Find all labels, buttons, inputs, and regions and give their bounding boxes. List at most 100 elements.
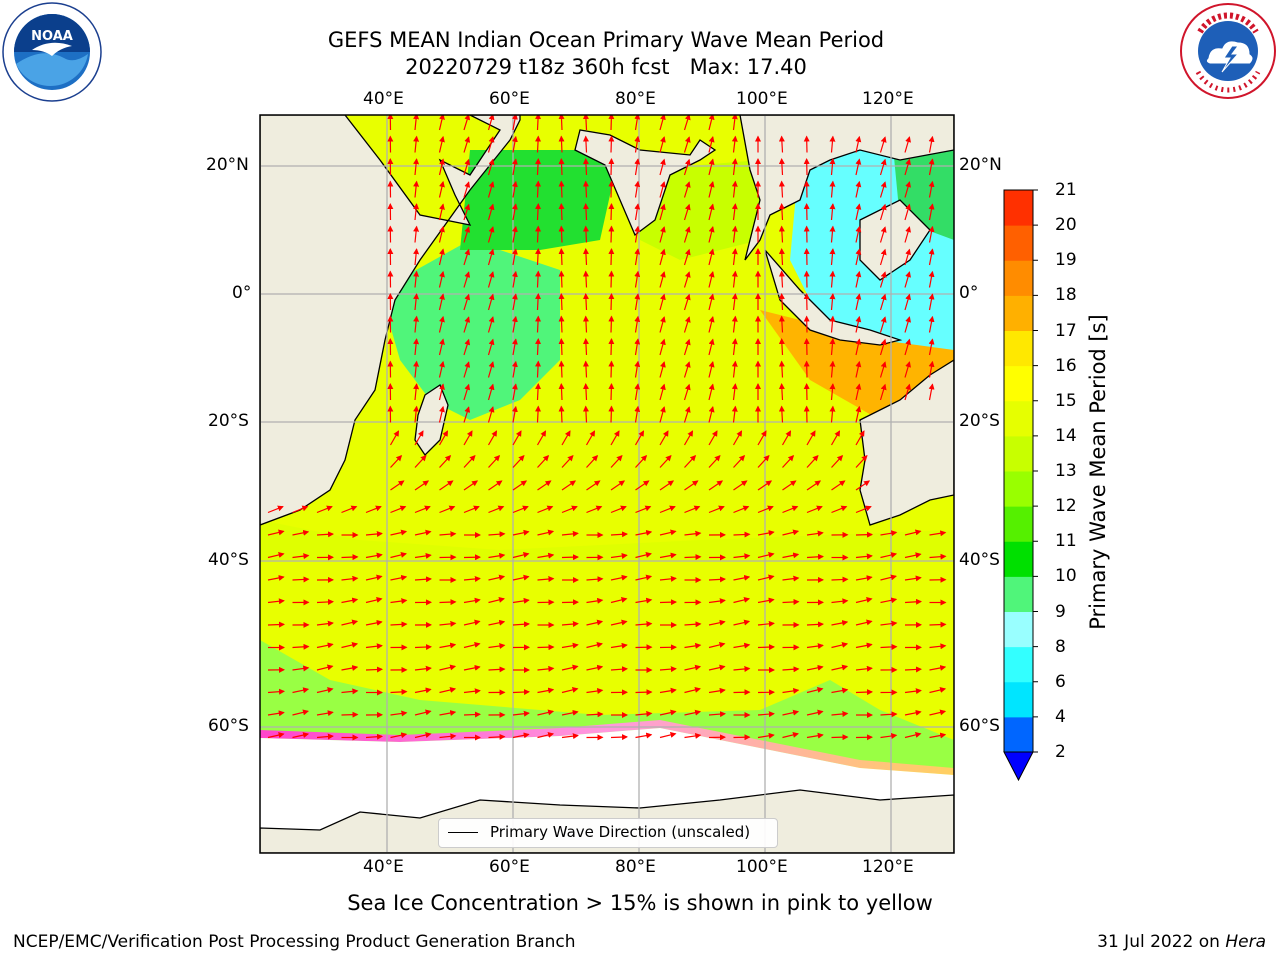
wave-direction-arrow <box>684 732 702 739</box>
wave-direction-arrow <box>731 270 738 288</box>
wave-direction-arrow <box>782 709 800 716</box>
wave-direction-arrow <box>831 480 846 491</box>
wave-direction-arrow <box>610 505 627 514</box>
noaa-logo-text: NOAA <box>31 29 73 44</box>
wave-direction-arrow <box>659 552 677 559</box>
wave-direction-arrow <box>561 505 578 514</box>
wave-direction-arrow <box>829 158 836 176</box>
wave-direction-arrow <box>561 642 579 649</box>
wave-direction-arrow <box>879 316 887 333</box>
wave-direction-arrow <box>463 158 471 176</box>
wave-direction-arrow <box>390 480 405 491</box>
wave-direction-arrow <box>536 430 547 446</box>
wave-direction-arrow <box>487 181 495 198</box>
wave-direction-arrow <box>439 642 457 649</box>
colorbar-segment <box>1004 435 1033 472</box>
colorbar-label: 9 <box>1055 601 1066 622</box>
wave-direction-arrow <box>438 360 445 378</box>
wave-direction-arrow <box>487 115 495 131</box>
wave-direction-arrow <box>928 248 935 266</box>
wave-direction-arrow <box>439 620 457 627</box>
wave-direction-arrow <box>390 574 408 581</box>
wave-direction-arrow <box>512 480 528 491</box>
wave-direction-arrow <box>414 529 432 536</box>
wave-direction-arrow <box>438 248 445 266</box>
wave-direction-arrow <box>782 575 800 582</box>
wave-direction-arrows <box>267 115 947 741</box>
wave-direction-arrow <box>831 734 849 741</box>
wave-direction-arrow <box>390 621 408 628</box>
wave-direction-arrow <box>659 383 666 401</box>
wave-direction-arrow <box>683 293 691 311</box>
wave-direction-arrow <box>731 135 738 153</box>
wave-direction-arrow <box>929 709 947 716</box>
wave-direction-arrow <box>488 480 503 491</box>
wave-direction-arrow <box>635 551 652 559</box>
wave-direction-arrow <box>267 529 285 536</box>
wave-direction-arrow <box>904 688 922 695</box>
colorbar-label: 14 <box>1055 425 1077 446</box>
wave-direction-arrow <box>829 293 836 311</box>
wave-direction-arrow <box>267 574 285 581</box>
wave-direction-arrow <box>879 271 887 288</box>
wave-direction-arrow <box>634 180 641 198</box>
wave-direction-arrow <box>634 315 641 333</box>
wave-direction-arrow <box>757 505 774 514</box>
wave-direction-arrow <box>511 115 518 131</box>
wave-direction-arrow <box>390 688 408 695</box>
wave-direction-arrow <box>634 293 641 311</box>
wave-direction-arrow <box>855 619 873 626</box>
wave-direction-arrow <box>586 641 603 649</box>
wave-direction-arrow <box>582 360 589 378</box>
wave-direction-arrow <box>708 316 715 333</box>
colorbar-segment <box>1004 260 1033 296</box>
wave-direction-arrow <box>463 406 471 423</box>
wave-direction-arrow <box>855 158 862 176</box>
wave-direction-arrow <box>731 248 738 266</box>
lon-tick-bottom: 40°E <box>363 857 404 877</box>
wave-direction-arrow <box>414 505 431 514</box>
wave-direction-arrow <box>731 338 738 356</box>
noaa-logo: NOAA <box>2 2 102 102</box>
wave-direction-arrow <box>659 731 677 739</box>
wave-direction-arrow <box>316 664 334 671</box>
wave-direction-arrow <box>535 360 542 378</box>
wave-direction-arrow <box>341 688 359 695</box>
colorbar-segment <box>1004 471 1033 507</box>
wave-direction-arrow <box>316 733 334 740</box>
wave-direction-arrow <box>683 203 691 221</box>
map-legend: Primary Wave Direction (unscaled) <box>438 818 778 848</box>
wave-direction-arrow <box>928 203 935 221</box>
wave-direction-arrow <box>731 293 738 311</box>
wave-direction-arrow <box>390 529 408 536</box>
wave-direction-arrow <box>414 709 432 716</box>
wave-direction-arrow <box>806 686 824 694</box>
wave-direction-arrow <box>829 405 836 423</box>
wave-direction-arrow <box>414 732 432 739</box>
wave-direction-arrow <box>463 271 471 288</box>
wave-direction-arrow <box>855 575 873 582</box>
wave-direction-arrow <box>608 158 615 176</box>
wave-direction-arrow <box>511 293 518 311</box>
wave-direction-arrow <box>659 361 666 378</box>
wave-direction-arrow <box>831 454 844 468</box>
wave-direction-arrow <box>511 158 518 176</box>
wave-direction-arrow <box>316 598 334 605</box>
wave-direction-arrow <box>511 248 518 266</box>
wave-direction-arrow <box>879 383 887 401</box>
wave-direction-arrow <box>558 225 565 243</box>
wave-direction-arrow <box>267 710 285 717</box>
wave-direction-arrow <box>488 531 506 538</box>
wave-direction-arrow <box>708 641 726 649</box>
wave-direction-arrow <box>928 158 935 176</box>
footer-date-text: 31 Jul 2022 on <box>1097 932 1226 952</box>
wave-direction-arrow <box>414 430 424 446</box>
wave-direction-arrow <box>778 203 785 221</box>
wave-direction-arrow <box>635 480 650 491</box>
wave-direction-arrow <box>582 405 589 423</box>
wave-direction-arrow <box>558 248 565 266</box>
wave-direction-arrow <box>413 405 420 423</box>
wave-direction-arrow <box>512 574 530 581</box>
wave-direction-arrow <box>438 383 445 401</box>
wave-direction-arrow <box>414 552 432 559</box>
